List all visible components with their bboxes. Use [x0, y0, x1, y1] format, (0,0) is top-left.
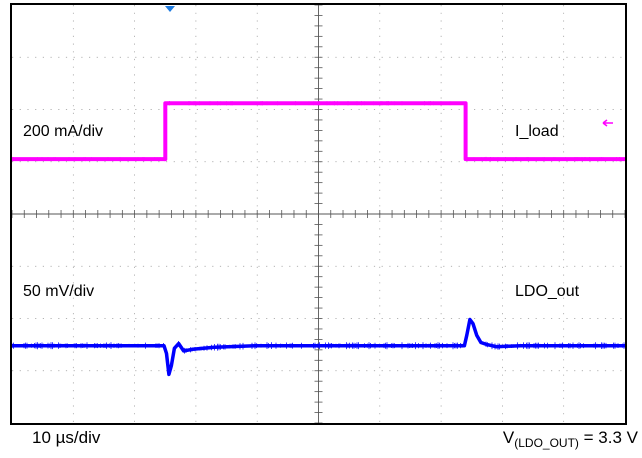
output-voltage-subscript: (LDO_OUT)	[514, 436, 579, 450]
trigger-position-marker	[165, 6, 175, 12]
i-load-trace-label: I_load	[515, 123, 559, 140]
markers	[165, 6, 613, 127]
trigger-level-arrow-icon	[602, 119, 613, 127]
ldo-out-scale-label: 50 mV/div	[23, 283, 94, 300]
output-voltage-value: = 3.3 V	[578, 428, 638, 447]
ldo-out-trace-label: LDO_out	[515, 283, 580, 300]
output-voltage-symbol: V	[502, 428, 515, 447]
timebase-label: 10 µs/div	[32, 428, 101, 447]
plot-frame	[10, 3, 627, 425]
trace-ldo-out	[12, 317, 625, 377]
output-voltage-label: V(LDO_OUT) = 3.3 V	[503, 428, 638, 450]
grid	[11, 4, 626, 424]
i-load-scale-label: 200 mA/div	[23, 123, 103, 140]
